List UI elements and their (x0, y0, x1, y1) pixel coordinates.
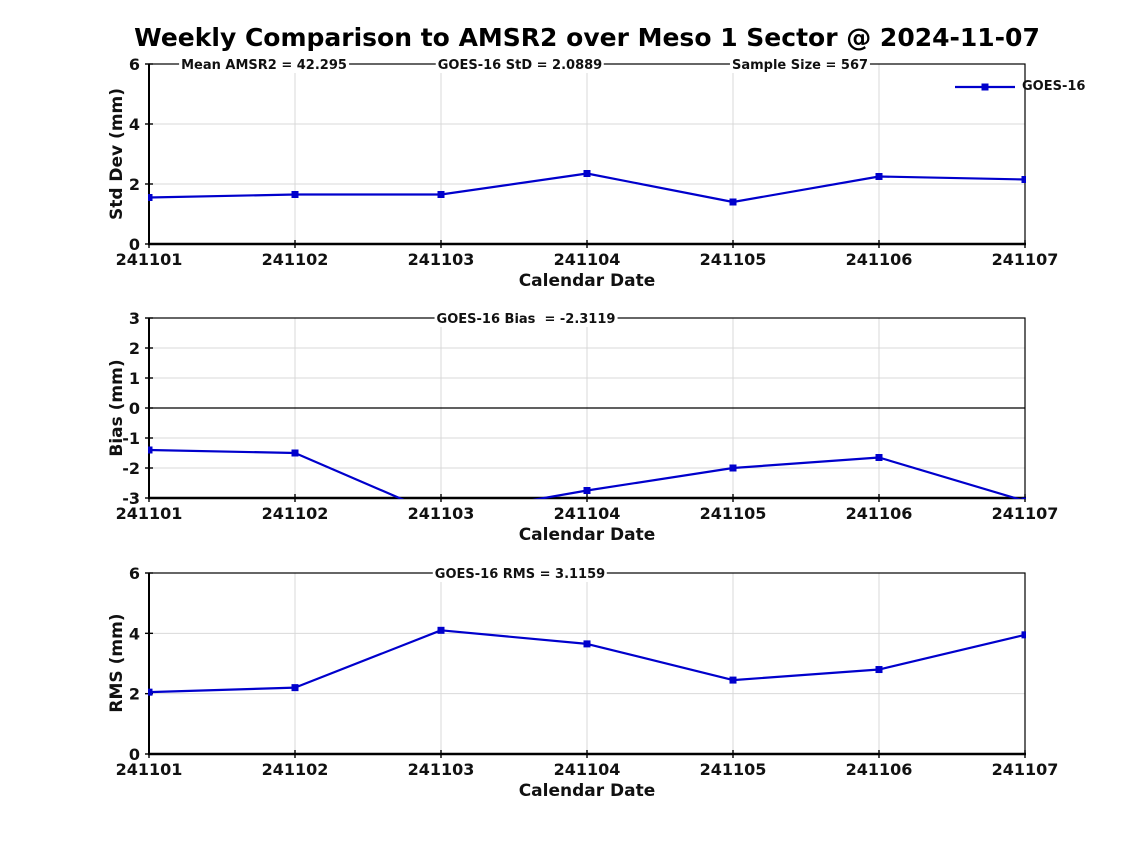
y-axis-label-std-dev: Std Dev (mm) (107, 87, 127, 221)
data-point-marker (1021, 497, 1026, 499)
x-axis-label-calendar-date-2: Calendar Date (518, 525, 656, 545)
series-goes-16 (148, 626, 1026, 696)
y-axis-label-bias: Bias (mm) (107, 359, 127, 457)
x-tick-label: 241103 (408, 250, 475, 269)
annotation-goes16-bias: GOES-16 Bias = -2.3119 (434, 312, 618, 327)
x-tick-label: 241104 (554, 504, 621, 523)
data-point-marker (1021, 631, 1026, 639)
x-tick-label: 241107 (992, 504, 1059, 523)
y-tick-label: 6 (129, 55, 140, 74)
data-point-marker (291, 191, 299, 198)
data-point-marker (1021, 176, 1026, 183)
tick-labels: 241101 241102 241103 241104 241105 241106 2411… (116, 309, 1059, 523)
x-tick-label: 241102 (262, 760, 329, 779)
x-tick-label: 241105 (700, 504, 767, 523)
gridlines (149, 318, 1025, 498)
figure-title: Weekly Comparison to AMSR2 over Meso 1 S… (134, 23, 1040, 52)
y-tick-label: -2 (122, 459, 140, 478)
y-tick-label: 2 (129, 339, 140, 358)
tick-labels: 241101 241102 241103 241104 241105 241106 2411… (116, 564, 1059, 779)
x-tick-label: 241103 (408, 760, 475, 779)
data-point-marker (729, 198, 737, 206)
data-point-marker (583, 487, 591, 494)
data-point-marker (148, 446, 153, 454)
x-tick-label: 241102 (262, 504, 329, 523)
x-tick-label: 241106 (846, 760, 913, 779)
panel-rms: 241101 241102 241103 241104 241105 241106 2411… (116, 564, 1059, 779)
legend-line-swatch (955, 83, 1015, 90)
x-axis-label-calendar-date-1: Calendar Date (518, 271, 656, 291)
y-tick-label: 0 (129, 399, 140, 418)
data-point-marker (875, 173, 883, 180)
data-point-marker (291, 684, 299, 692)
x-tick-label: 241102 (262, 250, 329, 269)
x-tick-label: 241101 (116, 250, 183, 269)
annotation-goes16-rms: GOES-16 RMS = 3.1159 (432, 567, 608, 582)
x-tick-label: 241104 (554, 250, 621, 269)
data-point-marker (875, 666, 883, 674)
x-tick-label: 241106 (846, 504, 913, 523)
x-tick-label: 241107 (992, 250, 1059, 269)
y-tick-label: 4 (129, 624, 140, 643)
y-tick-label: 2 (129, 175, 140, 194)
y-tick-label: 6 (129, 564, 140, 583)
y-tick-label: 4 (129, 115, 140, 134)
data-point-marker (148, 688, 153, 696)
y-tick-label: 2 (129, 685, 140, 704)
y-axis-label-rms: RMS (mm) (107, 613, 127, 713)
y-tick-label: -1 (122, 429, 140, 448)
data-point-marker (437, 191, 445, 198)
y-tick-label: -3 (122, 489, 140, 508)
x-tick-label: 241105 (700, 760, 767, 779)
x-tick-label: 241106 (846, 250, 913, 269)
data-point-marker (583, 170, 591, 177)
x-axis-label-calendar-date-3: Calendar Date (518, 781, 656, 801)
legend-label: GOES-16 (1022, 79, 1086, 94)
tick-labels: 241101 241102 241103 241104 241105 241106 2411… (116, 55, 1059, 269)
y-tick-label: 0 (129, 745, 140, 764)
series-goes-16 (148, 446, 1026, 499)
annotation-sample-size: Sample Size = 567 (729, 58, 871, 73)
y-tick-label: 1 (129, 369, 140, 388)
gridlines (149, 573, 1025, 754)
data-point-marker (729, 464, 737, 472)
data-point-marker (291, 449, 299, 457)
x-tick-label: 241101 (116, 504, 183, 523)
annotation-mean-amsr2: Mean AMSR2 = 42.295 (179, 58, 349, 73)
tick-marks (145, 63, 1026, 248)
panel-bias: 241101 241102 241103 241104 241105 241106 2411… (116, 309, 1059, 523)
data-point-marker (875, 454, 883, 461)
data-point-marker (583, 640, 591, 648)
data-point-marker (437, 626, 445, 634)
legend: GOES-16 (954, 79, 1085, 94)
x-tick-label: 241104 (554, 760, 621, 779)
gridlines (149, 64, 1025, 244)
x-tick-label: 241103 (408, 504, 475, 523)
series-goes-16 (148, 170, 1026, 206)
x-tick-label: 241101 (116, 760, 183, 779)
y-tick-label: 0 (129, 235, 140, 254)
annotation-goes16-std: GOES-16 StD = 2.0889 (435, 58, 605, 73)
panel-std-dev: 241101 241102 241103 241104 241105 241106 2411… (116, 55, 1059, 269)
x-tick-label: 241107 (992, 760, 1059, 779)
x-tick-label: 241105 (700, 250, 767, 269)
y-tick-label: 3 (129, 309, 140, 328)
tick-marks (145, 317, 1026, 502)
data-point-marker (729, 676, 737, 684)
data-point-marker (148, 194, 153, 201)
